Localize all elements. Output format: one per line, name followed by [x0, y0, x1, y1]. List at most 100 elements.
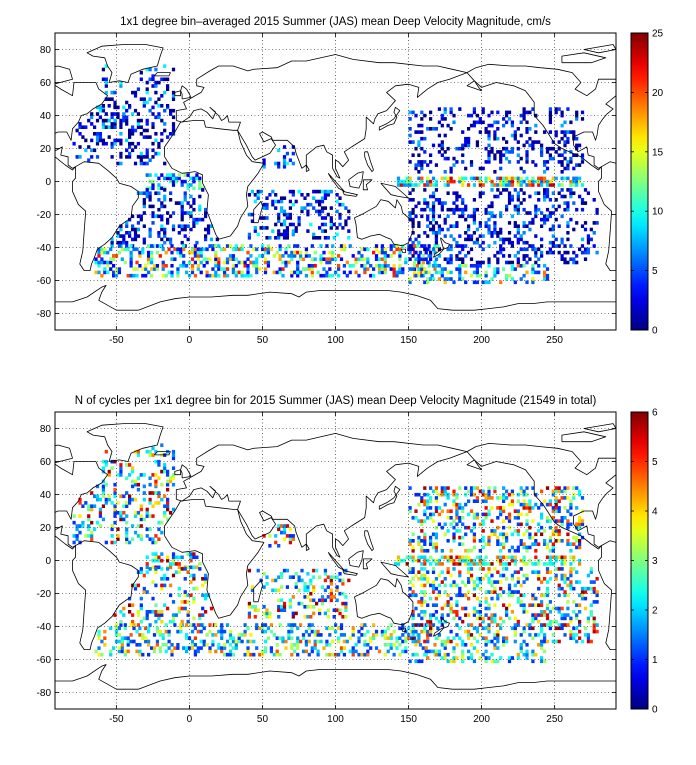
data-cell	[437, 593, 442, 598]
data-cell	[423, 183, 427, 187]
data-cell	[160, 567, 164, 571]
data-cell	[107, 97, 111, 101]
data-cell	[548, 549, 553, 553]
data-cell	[347, 229, 351, 233]
data-cell	[87, 507, 91, 512]
data-cell	[551, 211, 555, 215]
data-cell	[392, 244, 396, 248]
data-cell	[516, 509, 520, 513]
data-cell	[510, 532, 515, 537]
data-cell	[408, 257, 412, 261]
data-cell	[97, 636, 101, 640]
data-cell	[543, 191, 547, 195]
data-cell	[280, 222, 284, 227]
data-cell	[516, 596, 520, 601]
data-cell	[420, 176, 424, 181]
data-cell	[423, 160, 427, 164]
data-cell	[437, 150, 442, 154]
data-cell	[160, 552, 164, 556]
coastline	[362, 179, 373, 191]
data-cell	[478, 224, 482, 228]
data-cell	[189, 558, 193, 563]
data-cell	[566, 583, 570, 588]
data-cell	[411, 207, 415, 212]
data-cell	[431, 207, 436, 212]
data-cell	[287, 254, 291, 258]
data-cell	[560, 606, 564, 611]
data-cell	[437, 264, 442, 268]
data-cell	[513, 570, 517, 574]
data-cell	[426, 234, 430, 238]
data-cell	[114, 629, 119, 634]
data-cell	[507, 231, 512, 235]
data-cell	[578, 519, 582, 523]
data-cell	[467, 590, 471, 594]
data-cell	[274, 540, 278, 545]
data-cell	[274, 222, 278, 227]
data-cell	[275, 636, 279, 640]
data-cell	[545, 166, 550, 171]
data-cell	[214, 623, 218, 627]
data-cell	[398, 270, 402, 275]
data-cell	[437, 198, 442, 202]
data-cell	[240, 633, 244, 637]
data-cell	[307, 623, 311, 627]
data-cell	[513, 639, 517, 644]
data-cell	[443, 280, 447, 285]
data-cell	[157, 527, 161, 532]
data-cell	[265, 582, 269, 586]
data-cell	[389, 244, 393, 248]
data-cell	[157, 80, 161, 85]
data-cell	[431, 613, 436, 617]
data-cell	[395, 646, 399, 650]
data-cell	[357, 250, 361, 255]
data-cell	[256, 193, 260, 197]
data-cell	[481, 522, 485, 527]
data-cell	[595, 250, 599, 255]
data-cell	[516, 207, 520, 212]
data-cell	[433, 260, 437, 265]
data-cell	[446, 593, 450, 598]
data-cell	[265, 608, 269, 612]
data-cell	[401, 649, 405, 654]
data-cell	[464, 264, 468, 268]
data-cell	[278, 623, 282, 627]
data-cell	[580, 593, 585, 598]
data-cell	[519, 539, 523, 543]
data-cell	[160, 224, 164, 228]
data-cell	[551, 204, 555, 209]
data-cell	[190, 646, 195, 650]
data-cell	[192, 573, 196, 578]
data-cell	[176, 646, 180, 650]
data-cell	[505, 555, 509, 560]
data-cell	[464, 204, 468, 209]
data-cell	[464, 549, 468, 553]
data-cell	[405, 183, 409, 187]
data-cell	[496, 496, 500, 500]
data-cell	[540, 593, 544, 598]
data-cell	[186, 224, 190, 228]
data-cell	[557, 509, 561, 513]
data-cell	[128, 501, 132, 505]
data-cell	[540, 580, 544, 584]
data-cell	[580, 207, 585, 212]
data-cell	[545, 146, 550, 151]
data-cell	[408, 280, 412, 285]
data-cell	[263, 247, 268, 252]
data-cell	[282, 568, 287, 573]
data-cell	[510, 146, 515, 151]
data-cell	[322, 267, 326, 271]
coastline	[598, 545, 616, 650]
data-cell	[145, 511, 149, 515]
data-cell	[566, 496, 570, 500]
data-cell	[145, 527, 149, 532]
data-cell	[389, 254, 393, 258]
data-cell	[461, 264, 465, 268]
data-cell	[150, 260, 154, 265]
data-cell	[180, 240, 184, 245]
data-cell	[182, 247, 186, 252]
data-cell	[548, 562, 553, 566]
data-cell	[183, 567, 187, 571]
data-cell	[490, 150, 494, 154]
data-cell	[312, 575, 316, 579]
